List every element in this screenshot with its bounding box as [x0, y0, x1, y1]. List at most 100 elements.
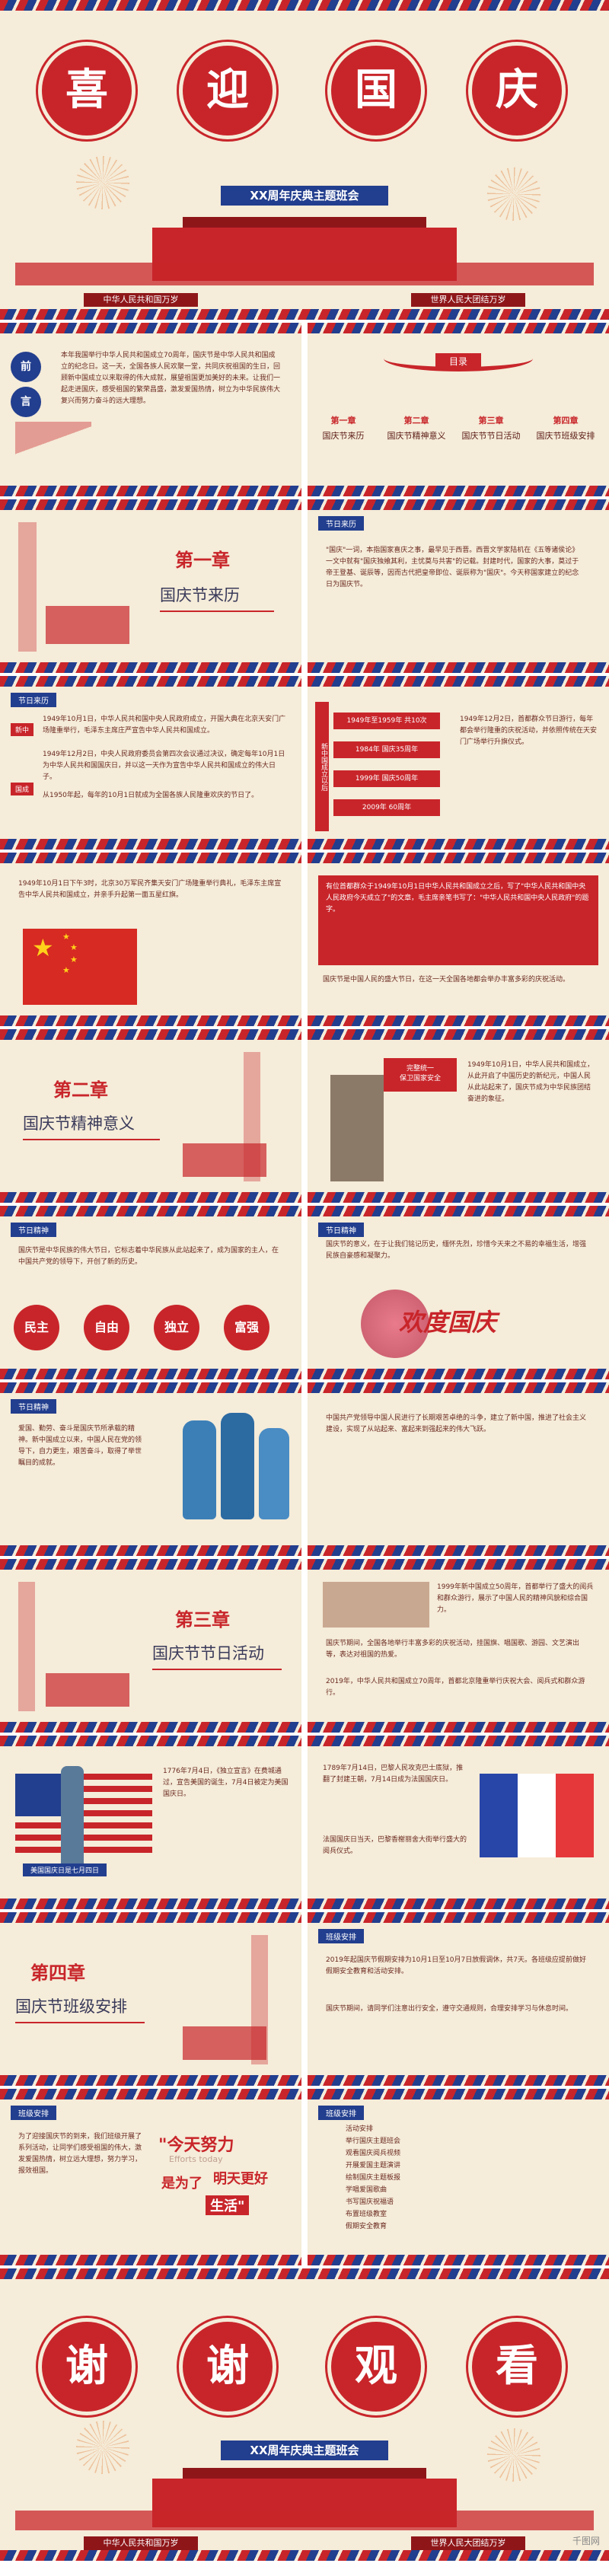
- quote-english: Efforts today: [169, 2154, 223, 2164]
- flag-big-star-icon: ★: [32, 933, 54, 962]
- ending-char-4: 看: [472, 2322, 562, 2412]
- year-bar-1: 1949年至1959年 共10次: [333, 713, 440, 729]
- arrange-slide: 班级安排 2019年起国庆节假期安排为10月1日至10月7日放假调休，共7天。各…: [308, 1912, 609, 2086]
- flag-small-star-icon: ★: [62, 965, 70, 975]
- effort-row: 班级安排 为了迎接国庆节的到来，我们班级开展了系列活动，让同学们感受祖国的伟大，…: [0, 2086, 609, 2265]
- chapter3-slide: 第三章 国庆节节日活动: [0, 1559, 301, 1733]
- stripe: [0, 2089, 301, 2099]
- ending-char-2: 谢: [183, 2322, 273, 2412]
- toc-title-4[interactable]: 国庆节班级安排: [536, 431, 595, 441]
- ending-slide: 谢 谢 观 看 XX周年庆典主题班会 中华人民共和国万岁 世界人民大团结万岁 千…: [0, 2265, 609, 2561]
- preface-char-1: 前: [11, 352, 41, 382]
- gate-icon: [183, 2026, 266, 2060]
- stripe: [308, 486, 609, 496]
- fr-text: 1789年7月14日，巴黎人民攻克巴士底狱，推翻了封建王朝，7月14日成为法国国…: [323, 1765, 464, 1784]
- gate-icon: [183, 1143, 266, 1177]
- years-slide: 新中国成立以后 1949年至1959年 共10次 1984年 国庆35周年 19…: [308, 676, 609, 850]
- spirit-word-4: 富强: [224, 1305, 269, 1350]
- activity-text-2: 国庆节期间，全国各地举行丰富多彩的庆祝活动，挂国旗、唱国歌、游园、文艺演出等，表…: [326, 1640, 580, 1659]
- quote-line-2: 是为了: [161, 2176, 202, 2192]
- stripe: [0, 853, 301, 863]
- history-row: 节日来历 新中 国成 1949年10月1日，中华人民共和国中央人民政府成立，开国…: [0, 673, 609, 850]
- quote-line-1: "今天努力: [158, 2136, 234, 2155]
- us-flag-canton: [15, 1774, 69, 1816]
- activity-text: 1999年新中国成立50周年，首都举行了盛大的阅兵和群众游行，展示了中国人民的精…: [437, 1583, 594, 1614]
- flag-row: 1949年10月1日下午3时，北京30万军民齐集天安门广场隆重举行典礼，毛泽东主…: [0, 850, 609, 1026]
- stripe: [0, 2255, 301, 2265]
- stripe: [0, 323, 301, 333]
- soldier-image: [330, 1075, 384, 1181]
- french-flag-icon: [480, 1774, 594, 1857]
- peony-flower-icon: [361, 1290, 429, 1358]
- flag-text: 1949年10月1日下午3时，北京30万军民齐集天安门广场隆重举行典礼，毛泽东主…: [18, 880, 282, 899]
- cover-char-1: 喜: [42, 46, 132, 135]
- stripe: [0, 1545, 301, 1556]
- toc-num-1[interactable]: 第一章: [330, 416, 356, 426]
- years-right-text: 1949年12月2日，首都群众节日游行，每年都会举行隆重的庆祝活动，并依照传统在…: [460, 716, 598, 746]
- gate-base: [15, 263, 594, 285]
- preface-char-2: 言: [11, 387, 41, 417]
- toc-title-3[interactable]: 国庆节节日活动: [461, 431, 521, 441]
- ending-char-3: 观: [331, 2322, 421, 2412]
- spirit2-left-text: 爱国、勤劳、奋斗是国庆节所承载的精神。新中国成立以来，中国人民在党的领导下，自力…: [18, 1425, 142, 1467]
- toc-num-2[interactable]: 第二章: [403, 416, 429, 426]
- stripe: [308, 1722, 609, 1733]
- arrange-text-2: 国庆节期间，请同学们注意出行安全，遵守交通规则，合理安排学习与休息时间。: [326, 2005, 573, 2013]
- gate-base: [15, 2511, 594, 2530]
- chinese-flag-icon: ★ ★ ★ ★ ★: [23, 929, 137, 1005]
- firework-left: [76, 2421, 129, 2474]
- spirit2-right-text: 中国共产党领导中国人民进行了长期艰苦卓绝的斗争，建立了新中国，推进了社会主义建设…: [326, 1414, 587, 1433]
- history-slide: 节日来历 新中 国成 1949年10月1日，中华人民共和国中央人民政府成立，开国…: [0, 676, 301, 850]
- top-stripe: [0, 2268, 609, 2279]
- gate-roof: [183, 2468, 426, 2479]
- stripe: [308, 1545, 609, 1556]
- ch1-number: 第一章: [175, 550, 230, 571]
- stripe: [0, 1382, 301, 1393]
- ch2-number: 第二章: [53, 1079, 108, 1101]
- ch2-rule: [23, 1139, 160, 1140]
- toc-title: 目录: [435, 353, 481, 370]
- cover-char-3: 国: [331, 46, 421, 135]
- spirit-row: 节日精神 国庆节是中华民族的伟大节日，它标志着中华民族从此站起来了，成为国家的主…: [0, 1203, 609, 1379]
- flag-slide: 1949年10月1日下午3时，北京30万军民齐集天安门广场隆重举行典礼，毛泽东主…: [0, 853, 301, 1026]
- firework-right: [487, 167, 540, 221]
- raised-fist-icon: [221, 1413, 254, 1519]
- toc-title-2[interactable]: 国庆节精神意义: [387, 431, 446, 441]
- slogan-left: 中华人民共和国万岁: [84, 293, 198, 307]
- ch4-row: 第四章 国庆节班级安排 班级安排 2019年起国庆节假期安排为10月1日至10月…: [0, 1909, 609, 2086]
- history-tag: 节日来历: [11, 693, 56, 707]
- flag-white: [518, 1774, 556, 1857]
- ending-char-1: 谢: [42, 2322, 132, 2412]
- flag-small-star-icon: ★: [70, 942, 78, 952]
- stripe: [308, 676, 609, 687]
- spirit-word-3: 独立: [154, 1305, 199, 1350]
- history-label-1: 新中: [11, 723, 34, 736]
- stripe: [0, 1369, 301, 1379]
- stripe: [0, 676, 301, 687]
- ch3-rule: [152, 1669, 282, 1670]
- top-stripe: [0, 0, 609, 11]
- gate-icon: [46, 606, 129, 644]
- statue-of-liberty-icon: [61, 1766, 84, 1865]
- preface-slide: 前 言 本年我国举行中华人民共和国成立70周年，国庆节是中华人民共和国成立的纪念…: [0, 323, 301, 496]
- history-label-2: 国成: [11, 783, 34, 795]
- ending-banner: XX周年庆典主题班会: [221, 2441, 388, 2460]
- flag-red: [556, 1774, 594, 1857]
- toc-num-4[interactable]: 第四章: [553, 416, 579, 426]
- stripe: [308, 1206, 609, 1216]
- raised-fist-icon: [183, 1420, 216, 1519]
- poster-sign: 完整统一 保卫国家安全: [384, 1058, 457, 1092]
- ch1-rule: [160, 611, 274, 612]
- years-side-label: 新中国成立以后: [315, 702, 329, 831]
- spirit2-tag: 节日精神: [11, 1399, 56, 1414]
- ch2-text: 1949年10月1日，中华人民共和国成立，从此开启了中国历史的新纪元，中国人民从…: [467, 1061, 595, 1103]
- stripe: [308, 1015, 609, 1026]
- flag-small-star-icon: ★: [62, 932, 70, 942]
- history-text-3: 从1950年起，每年的10月1日就成为全国各族人民隆重欢庆的节日了。: [43, 792, 259, 799]
- toc-title-1[interactable]: 国庆节来历: [322, 431, 365, 441]
- origin-text: "国庆"一词，本指国家喜庆之事，最早见于西晋。西晋文学家陆机在《五等诸侯论》一文…: [326, 547, 579, 588]
- effort-slide: 班级安排 为了迎接国庆节的到来，我们班级开展了系列活动，让同学们感受祖国的伟大，…: [0, 2089, 301, 2265]
- toc-num-3[interactable]: 第三章: [478, 416, 504, 426]
- list-item: 学唱爱国歌曲: [346, 2186, 387, 2194]
- quote-slide: 有位首都群众于1949年10月1日中华人民共和国成立之后，写了"中华人民共和国中…: [308, 853, 609, 1026]
